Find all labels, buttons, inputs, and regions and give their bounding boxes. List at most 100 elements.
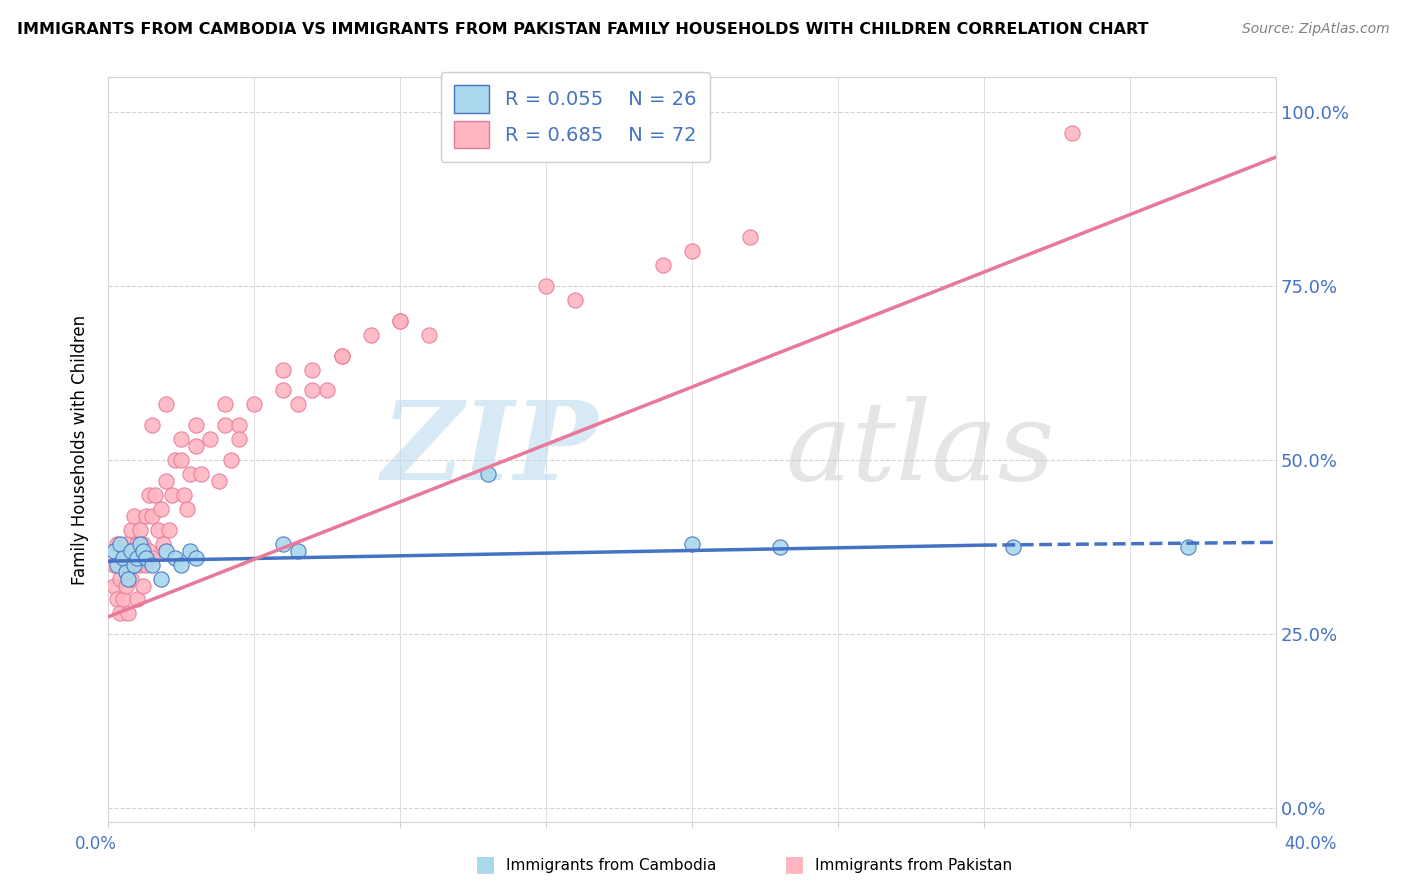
Point <box>138 488 160 502</box>
Point <box>271 384 294 398</box>
Point <box>105 592 128 607</box>
Point <box>198 432 221 446</box>
Point <box>135 508 157 523</box>
Point <box>173 488 195 502</box>
Point <box>271 537 294 551</box>
Point <box>143 488 166 502</box>
Text: IMMIGRANTS FROM CAMBODIA VS IMMIGRANTS FROM PAKISTAN FAMILY HOUSEHOLDS WITH CHIL: IMMIGRANTS FROM CAMBODIA VS IMMIGRANTS F… <box>17 22 1149 37</box>
Point <box>214 397 236 411</box>
Point <box>117 607 139 621</box>
Point <box>135 550 157 565</box>
Point <box>184 418 207 433</box>
Point <box>179 467 201 481</box>
Text: 40.0%: 40.0% <box>1284 835 1337 853</box>
Y-axis label: Family Households with Children: Family Households with Children <box>72 315 89 585</box>
Point <box>103 558 125 572</box>
Point <box>103 578 125 592</box>
Point <box>141 550 163 565</box>
Point <box>271 362 294 376</box>
Point <box>108 572 131 586</box>
Point <box>129 558 152 572</box>
Point <box>149 502 172 516</box>
Point <box>1060 126 1083 140</box>
Point <box>179 543 201 558</box>
Point <box>330 349 353 363</box>
Point <box>114 565 136 579</box>
Point <box>170 453 193 467</box>
Point <box>228 418 250 433</box>
Point <box>149 572 172 586</box>
Point <box>330 349 353 363</box>
Point <box>388 314 411 328</box>
Point <box>138 543 160 558</box>
Point <box>155 474 177 488</box>
Point <box>111 592 134 607</box>
Point <box>740 230 762 244</box>
Point <box>108 607 131 621</box>
Point <box>122 558 145 572</box>
Point <box>127 537 149 551</box>
Legend: R = 0.055    N = 26, R = 0.685    N = 72: R = 0.055 N = 26, R = 0.685 N = 72 <box>440 72 710 161</box>
Point <box>214 418 236 433</box>
Point <box>146 523 169 537</box>
Point <box>114 537 136 551</box>
Point <box>228 432 250 446</box>
Point <box>135 558 157 572</box>
Point <box>129 523 152 537</box>
Point <box>190 467 212 481</box>
Point <box>122 508 145 523</box>
Text: 0.0%: 0.0% <box>75 835 117 853</box>
Point <box>768 540 790 554</box>
Point <box>477 467 499 481</box>
Text: ZIP: ZIP <box>382 396 599 503</box>
Text: Source: ZipAtlas.com: Source: ZipAtlas.com <box>1241 22 1389 37</box>
Point <box>132 543 155 558</box>
Point <box>170 558 193 572</box>
Point <box>132 578 155 592</box>
Point <box>681 537 703 551</box>
Point <box>120 572 142 586</box>
Text: atlas: atlas <box>786 396 1054 503</box>
Point <box>103 543 125 558</box>
Point <box>208 474 231 488</box>
Point <box>681 244 703 259</box>
Point <box>155 543 177 558</box>
Point <box>141 558 163 572</box>
Point <box>152 537 174 551</box>
Point <box>127 592 149 607</box>
Point <box>165 453 187 467</box>
Point <box>184 439 207 453</box>
Text: Immigrants from Cambodia: Immigrants from Cambodia <box>506 858 717 872</box>
Point <box>120 523 142 537</box>
Point <box>184 550 207 565</box>
Point <box>170 432 193 446</box>
Point <box>287 397 309 411</box>
Point <box>301 362 323 376</box>
Point <box>120 543 142 558</box>
Point <box>388 314 411 328</box>
Point <box>108 537 131 551</box>
Point <box>129 537 152 551</box>
Point <box>114 578 136 592</box>
Point <box>316 384 339 398</box>
Point <box>117 558 139 572</box>
Point <box>127 550 149 565</box>
Point <box>165 550 187 565</box>
Point <box>301 384 323 398</box>
Point <box>219 453 242 467</box>
Point <box>651 258 673 272</box>
Point <box>287 543 309 558</box>
Point <box>160 488 183 502</box>
Text: Immigrants from Pakistan: Immigrants from Pakistan <box>815 858 1012 872</box>
Point <box>155 397 177 411</box>
Point <box>141 508 163 523</box>
Point <box>105 558 128 572</box>
Point <box>117 572 139 586</box>
Point <box>132 537 155 551</box>
Point <box>1177 540 1199 554</box>
Point <box>534 279 557 293</box>
Point <box>111 550 134 565</box>
Point <box>418 327 440 342</box>
Point <box>243 397 266 411</box>
Text: ■: ■ <box>475 854 495 873</box>
